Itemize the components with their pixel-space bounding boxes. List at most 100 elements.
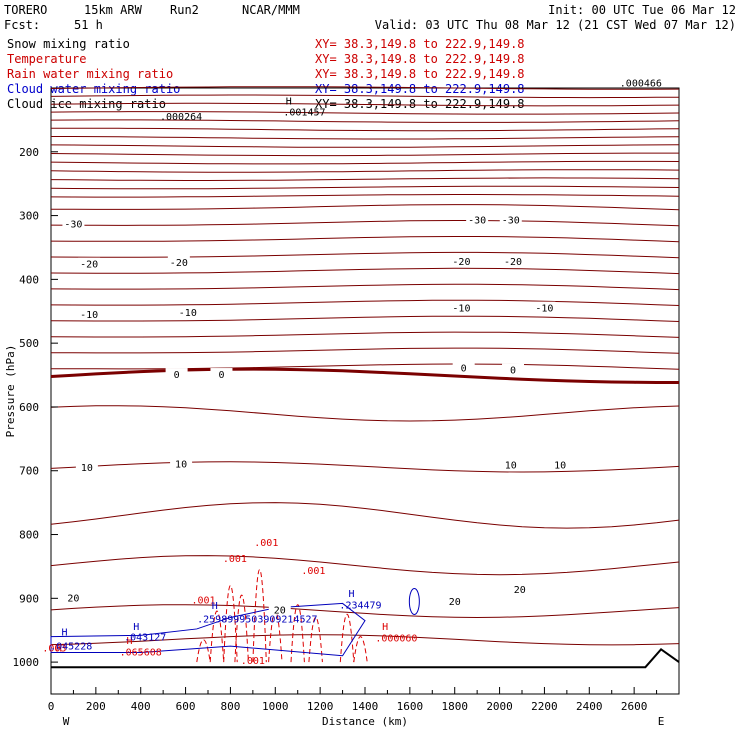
y-tick-label: 400 [19, 273, 39, 286]
ice-snow-contour [50, 94, 680, 99]
terrain-line [51, 648, 680, 669]
label-bg [508, 583, 531, 595]
isotherm [50, 299, 680, 306]
y-tick-label: 600 [19, 401, 39, 414]
label-bg [502, 255, 525, 267]
model-resolution: 15km ARW [84, 3, 143, 17]
ice-snow-contour [51, 127, 680, 132]
terrain [51, 648, 680, 669]
init-time: Init: 00 UTC Tue 06 Mar 12 [548, 3, 736, 17]
temperature-contours [50, 86, 680, 646]
rain-label: .001 [254, 538, 278, 549]
legend: Snow mixing ratio XY= 38.3,149.8 to 222.… [7, 37, 525, 111]
legend-xy-rain: XY= 38.3,149.8 to 222.9,149.8 [315, 67, 525, 81]
isotherm-label-20: 20 [67, 593, 79, 604]
label-bg [549, 458, 572, 470]
isotherm [50, 283, 680, 291]
isotherm-label-10: 10 [175, 459, 187, 470]
legend-name-temperature: Temperature [7, 52, 86, 66]
isotherm-label--10: -10 [452, 304, 470, 315]
x-tick-label: 1600 [397, 700, 424, 713]
label-bg [268, 603, 291, 615]
ice-snow-label: .000264 [160, 112, 202, 123]
cloud-label: H [133, 622, 139, 633]
label-bg [452, 361, 475, 373]
label-bg [75, 461, 98, 473]
rain-contour [209, 610, 225, 663]
cloud-label: H [349, 589, 355, 600]
isotherm-label-20: 20 [274, 605, 286, 616]
label-bg [170, 457, 193, 469]
legend-xy-snow: XY= 38.3,149.8 to 222.9,149.8 [315, 37, 525, 51]
isotherm [50, 204, 680, 211]
rain-label: .001 [223, 554, 247, 565]
rain-contour [223, 585, 238, 663]
label-bg [62, 591, 85, 603]
ice-snow-contour [50, 177, 680, 181]
cloud-label: H [212, 601, 218, 612]
cloud-contour [50, 602, 366, 657]
isotherm [50, 363, 680, 370]
x-tick-label: 2000 [486, 700, 513, 713]
label-bg [502, 363, 525, 375]
legend-name-snow: Snow mixing ratio [7, 37, 130, 51]
isotherm-label-0: 0 [174, 370, 180, 381]
isotherm [50, 347, 680, 354]
model-name: TORERO [4, 3, 47, 17]
isotherm-label--20: -20 [80, 260, 98, 271]
label-bg [533, 301, 556, 313]
isotherm-label-20: 20 [449, 597, 461, 608]
east-end-label: E [658, 715, 665, 728]
ice-snow-contour [50, 144, 680, 148]
rain-label: .001 [241, 656, 265, 667]
isotherm [50, 331, 680, 338]
label-bg [499, 458, 522, 470]
rain-contour [252, 569, 267, 663]
isotherm [50, 251, 680, 259]
label-bg [499, 213, 522, 225]
x-tick-label: 1200 [307, 700, 334, 713]
y-tick-label: 700 [19, 465, 39, 478]
rain-contour [290, 604, 305, 663]
isotherm-label--20: -20 [504, 257, 522, 268]
ice-snow-label: H [286, 97, 292, 108]
label-bg [466, 213, 489, 225]
isotherm [50, 634, 680, 646]
y-tick-label: 900 [19, 592, 39, 605]
legend-xy-cloud-ice: XY= 38.3,149.8 to 222.9,149.8 [315, 97, 525, 111]
x-tick-label: 2600 [621, 700, 648, 713]
legend-xy-cloud-water: XY= 38.3,149.8 to 222.9,149.8 [315, 82, 525, 96]
x-axis-title: Distance (km) [322, 715, 408, 728]
legend-name-rain: Rain water mixing ratio [7, 67, 173, 81]
label-bg [78, 308, 101, 320]
rain-contours [196, 569, 368, 663]
forecast-hour: 51 h [74, 18, 103, 32]
org-label: NCAR/MMM [242, 3, 300, 17]
freezing-level [50, 367, 679, 384]
rain-label: .065608 [120, 648, 162, 659]
axes: 0 200 400 600 800 1000 1200 1400 1600 1800 2000 220… [13, 146, 658, 713]
rain-label: .001 [301, 566, 325, 577]
ice-snow-contour [50, 185, 680, 190]
ice-snow-contour [50, 169, 680, 173]
y-axis-title: Pressure (hPa) [4, 345, 17, 438]
isotherm-label--20: -20 [170, 258, 188, 269]
label-bg [176, 306, 199, 318]
isotherm-label-20: 20 [514, 585, 526, 596]
rain-label: .003 [42, 643, 66, 654]
cloud-label: .2598999503909214527 [197, 615, 317, 626]
isotherm-label--20: -20 [452, 257, 470, 268]
isotherm-label-10: 10 [554, 461, 566, 472]
isotherm-label--10: -10 [80, 310, 98, 321]
ice-snow-contour [50, 160, 680, 165]
isotherm [50, 267, 680, 275]
x-tick-label: 1000 [262, 700, 289, 713]
ice-snow-contour [50, 111, 680, 115]
ice-snow-contour [51, 136, 680, 140]
cloud-contour [408, 588, 420, 616]
isotherm [50, 315, 680, 322]
x-tick-label: 600 [176, 700, 196, 713]
isotherm-label-10: 10 [81, 463, 93, 474]
rain-label: H [382, 622, 388, 633]
